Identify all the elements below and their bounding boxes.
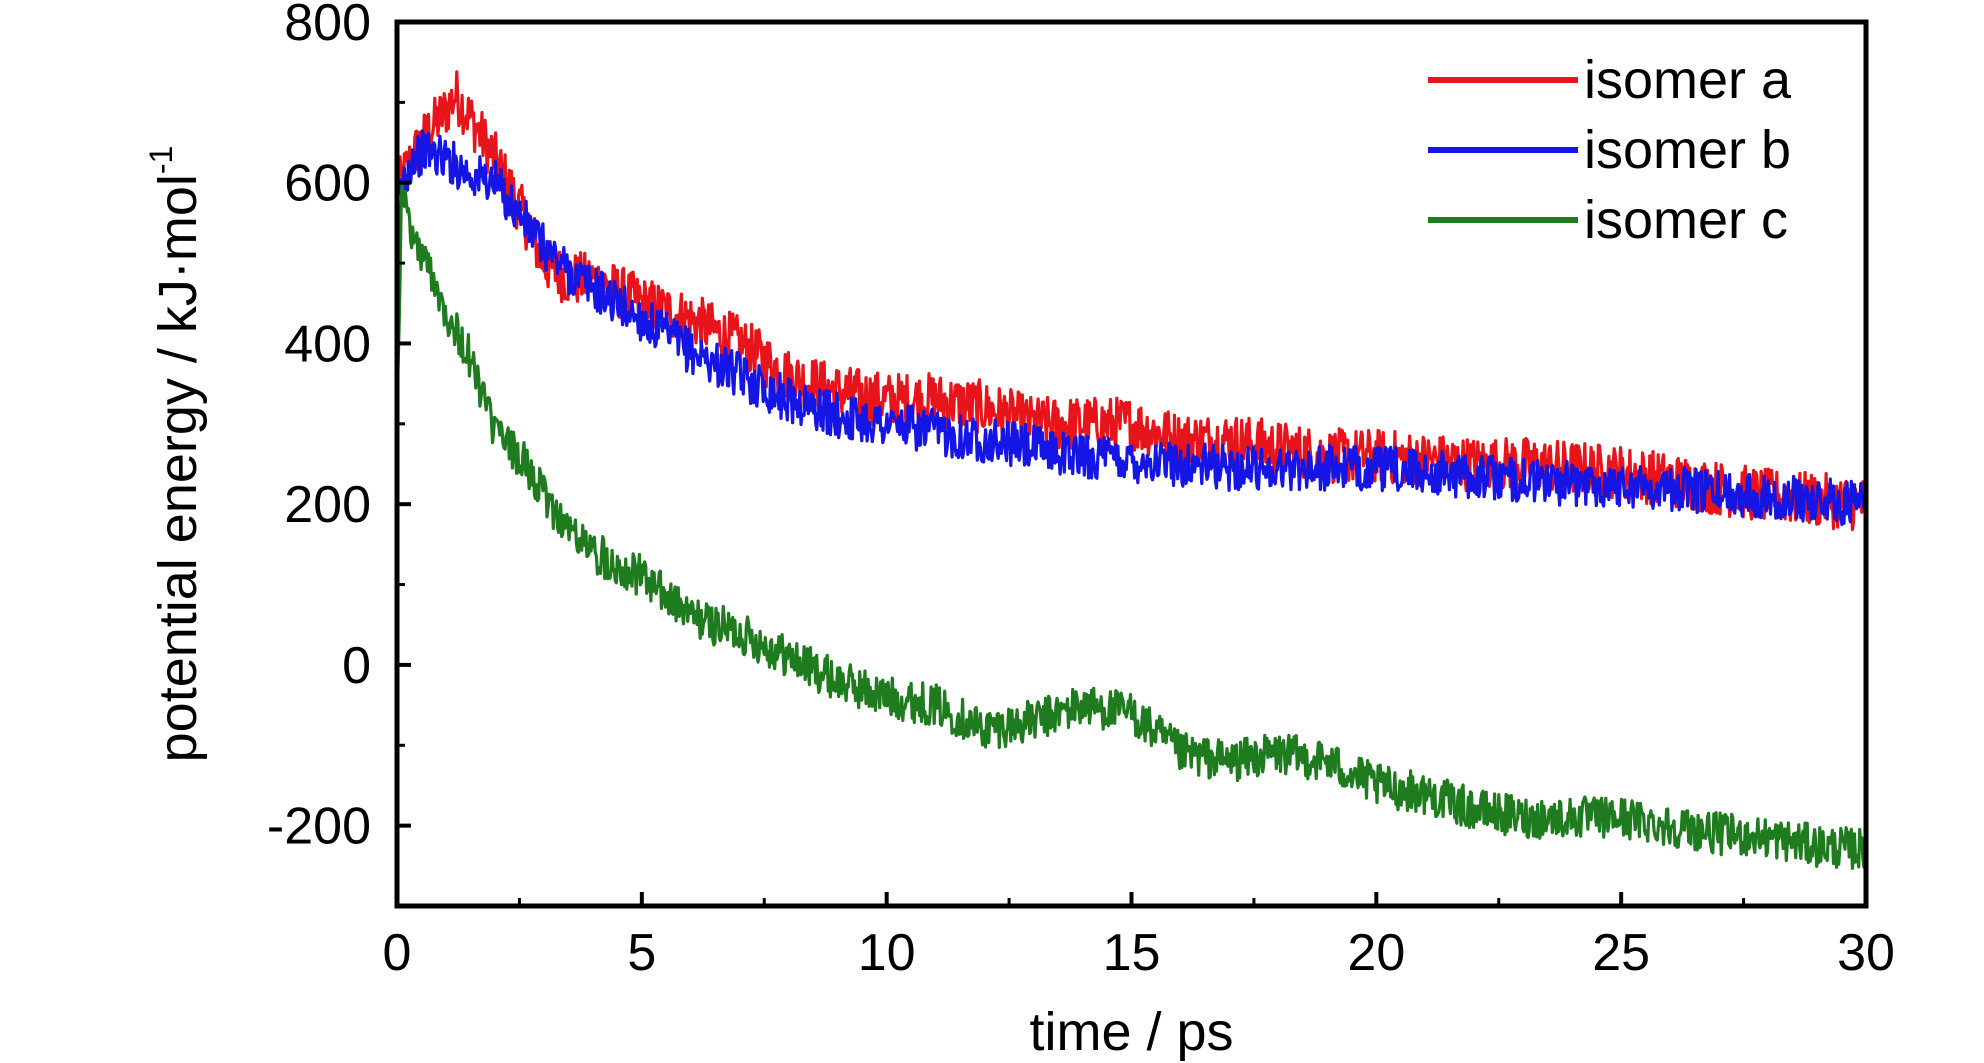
series-layer <box>395 70 1868 870</box>
y-tick-label: -200 <box>267 798 371 856</box>
ticks-layer: 0 5 10 15 20 25 30 -200 0 200 400 600 800 <box>267 0 1895 982</box>
y-tick-label: 0 <box>342 637 371 695</box>
y-tick-label: 800 <box>284 0 371 52</box>
x-axis-title: time / ps <box>1029 1002 1233 1062</box>
series-line-2 <box>395 129 1868 527</box>
y-tick-label: 400 <box>284 315 371 373</box>
y-tick-label: 200 <box>284 476 371 534</box>
y-tick-label: 600 <box>284 155 371 213</box>
legend-label: isomer b <box>1584 120 1791 180</box>
x-tick-label: 15 <box>1103 924 1161 982</box>
legend-label: isomer a <box>1584 50 1792 110</box>
x-tick-label: 20 <box>1347 924 1405 982</box>
series-line-3 <box>395 182 1868 870</box>
x-tick-label: 10 <box>858 924 916 982</box>
x-tick-label: 25 <box>1592 924 1650 982</box>
x-tick-label: 0 <box>383 924 412 982</box>
y-axis-title-main: potential energy / kJ·mol <box>148 174 208 762</box>
legend-label: isomer c <box>1584 190 1788 250</box>
legend: isomer a isomer b isomer c <box>1428 50 1792 250</box>
x-tick-label: 30 <box>1837 924 1895 982</box>
x-tick-label: 5 <box>627 924 656 982</box>
y-axis-title: potential energy / kJ·mol-1 <box>143 146 208 763</box>
y-axis-title-superscript: -1 <box>143 146 179 174</box>
